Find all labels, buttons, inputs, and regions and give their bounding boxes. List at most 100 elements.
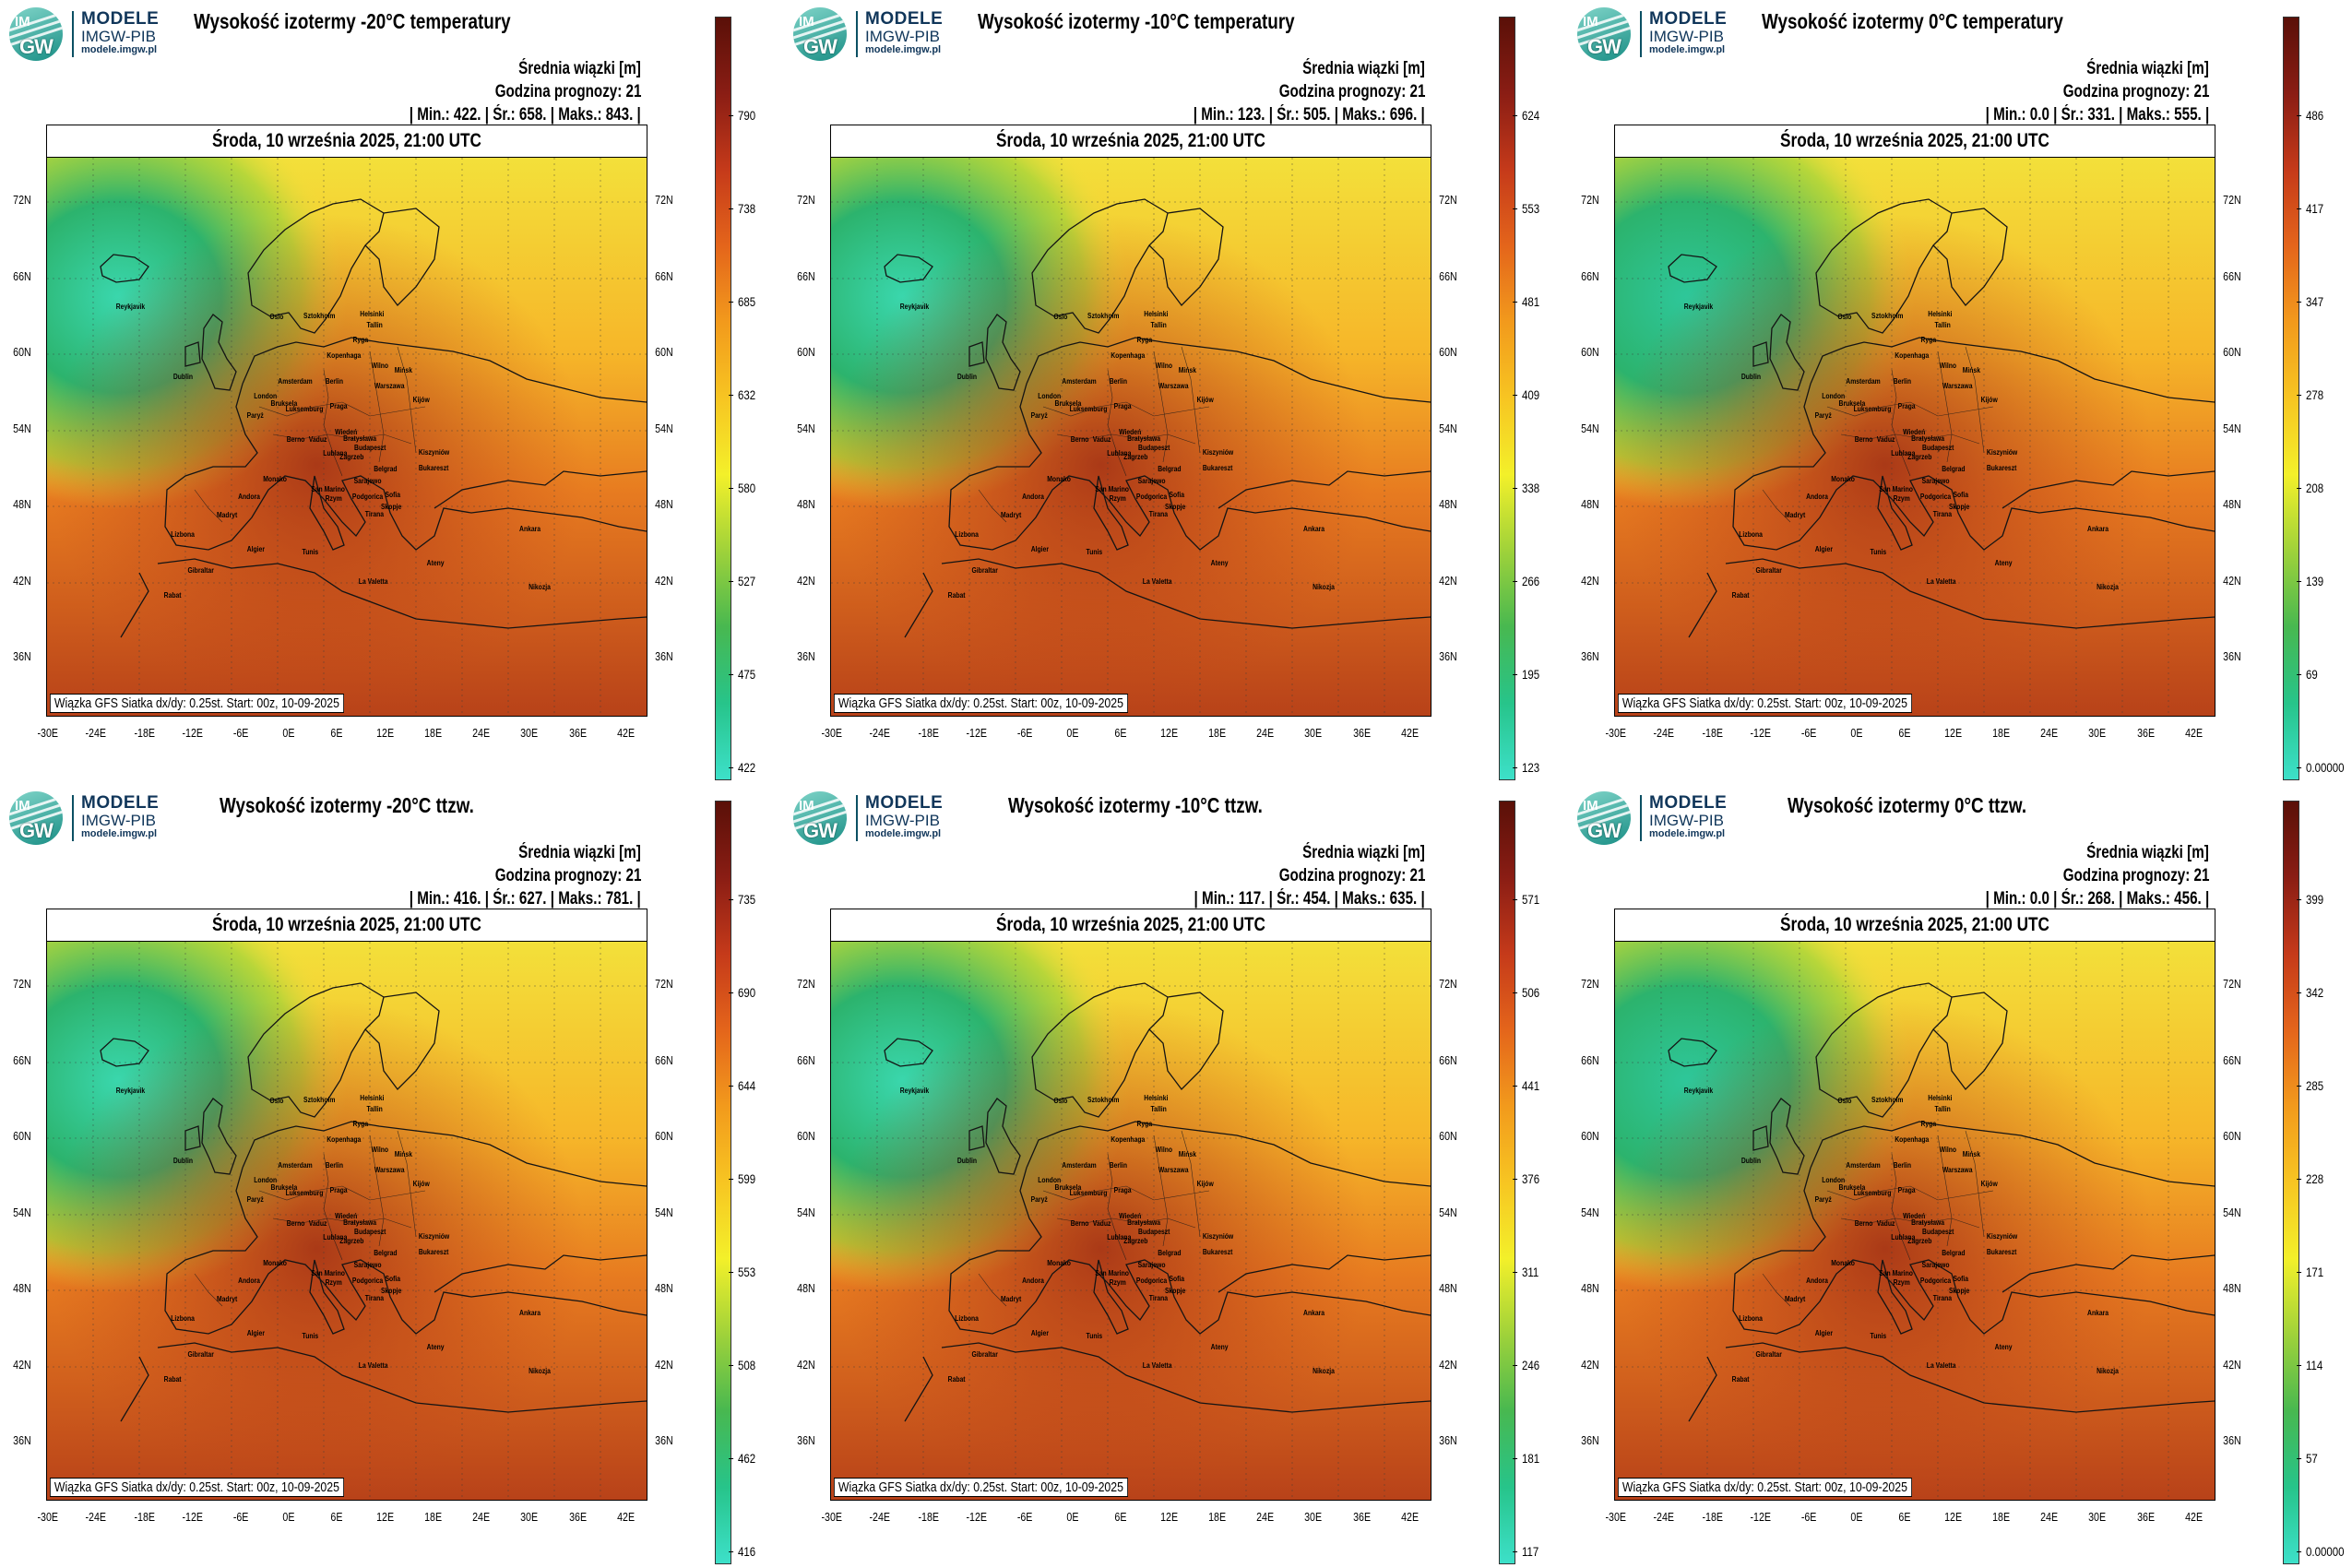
lat-label-right: 42N [2223,573,2241,588]
stats-line: | Min.: 0.0 | Śr.: 331. | Maks.: 555. | [1985,105,2209,125]
mean-label: Średnia wiązki [m] [2086,843,2209,862]
city-label: Skopje [1164,1287,1186,1295]
lon-label: 24E [1256,726,1275,740]
lat-label-right: 60N [2223,345,2241,359]
imgw-badge-icon: IM GW [1577,7,1631,61]
city-label: Lublana [1891,1233,1916,1241]
city-label: Helsinki [1928,310,1953,318]
colorbar-tick: 347 [2297,294,2324,309]
panel-title: Wysokość izotermy -20°C temperatury [194,9,511,33]
imgw-logo: IM GW MODELE IMGW-PIB modele.imgw.pl [9,7,212,63]
lon-label: -12E [966,726,987,740]
imgw-logo: IM GW MODELE IMGW-PIB modele.imgw.pl [793,791,996,847]
colorbar-tick: 506 [1513,985,1540,1000]
city-label: Reykjavik [1683,1087,1714,1095]
lon-label: 18E [1992,1510,2011,1524]
city-label: Helsinki [360,1094,385,1102]
lon-label: -24E [869,1510,891,1524]
city-label: Ryga [1920,1120,1937,1128]
logo-text-imgw: IMGW-PIB [1649,812,1724,829]
lon-label: 24E [472,726,491,740]
city-label: Tirana [1148,510,1169,518]
map-europe: Reykjavik Oslo Sztokholm Helsinki Tallin Ryga… [831,942,1431,1500]
city-label: Bukareszt [1202,464,1233,472]
forecast-panel: IM GW MODELE IMGW-PIB modele.imgw.pl Wys… [0,784,784,1568]
city-label: Andora [1022,1277,1044,1285]
lat-label-right: 54N [655,421,673,435]
city-label: Amsterdam [1846,1161,1881,1170]
logo-text-imgw: IMGW-PIB [865,28,940,45]
city-label: Budapeszt [354,1228,386,1236]
city-label: Kopenhaga [327,1135,362,1144]
city-label: Praga [1897,402,1916,410]
city-label: Vaduz [308,1219,327,1228]
city-label: Tirana [1932,510,1953,518]
logo-url: modele.imgw.pl [865,44,942,55]
city-label: Ateny [426,1343,445,1351]
city-label: Kiszyniów [418,448,450,457]
city-label: Andora [1806,493,1828,501]
colorbar-tick: 278 [2297,387,2324,402]
city-label: Kijów [1196,396,1214,404]
lon-label: 42E [616,1510,635,1524]
city-label: Vaduz [1876,435,1895,444]
city-label: Sofia [1953,491,1969,499]
city-label: Kopenhaga [1111,1135,1146,1144]
city-label: San Marino [1095,1269,1129,1277]
lon-label: 6E [1898,726,1911,740]
city-label: Podgorica [1919,493,1952,501]
colorbar-tick: 462 [729,1451,756,1466]
date-bar: Środa, 10 września 2025, 21:00 UTC [1615,909,2215,942]
city-label: Ateny [1994,1343,2013,1351]
city-label: Sztokholm [303,312,336,320]
model-footer: Wiązka GFS Siatka dx/dy: 0.25st. Start: … [50,1478,344,1497]
city-label: Lizbona [171,1314,195,1323]
city-label: Dublin [1740,1157,1762,1165]
colorbar-tick: 416 [729,1544,756,1559]
lon-label: 18E [1992,726,2011,740]
logo-url: modele.imgw.pl [81,828,158,839]
city-label: Monako [263,1259,287,1267]
city-label: Rzym [1893,494,1910,503]
city-label: San Marino [311,485,345,493]
colorbar-tick: 644 [729,1078,756,1093]
city-label: Wiedeń [1119,428,1142,436]
city-label: Bratysława [1911,1218,1945,1227]
city-label: Sarajewo [1921,1261,1950,1269]
colorbar-tick: 139 [2297,574,2324,588]
colorbar-tick: 0.00000 [2297,760,2345,775]
lat-label-right: 54N [2223,421,2241,435]
city-label: Rabat [163,591,182,600]
city-label: Algier [1814,545,1833,553]
imgw-badge-icon: IM GW [793,7,847,61]
lat-label-left: 48N [13,1281,31,1295]
imgw-logo: IM GW MODELE IMGW-PIB modele.imgw.pl [1577,7,1780,63]
city-label: Monako [1831,1259,1855,1267]
city-label: London [1038,392,1062,400]
city-label: Paryż [1030,1195,1048,1204]
lat-label-right: 48N [1439,497,1457,511]
lat-label-right: 36N [655,649,673,663]
colorbar-tick: 738 [729,201,756,216]
city-label: Wilno [371,1146,389,1154]
city-label: London [1822,1176,1846,1184]
city-label: Sofia [385,491,401,499]
city-label: Rabat [1731,1375,1750,1384]
mean-label: Średnia wiązki [m] [1302,843,1425,862]
lat-label-left: 66N [797,268,815,283]
city-label: Nikozja [1313,583,1335,591]
colorbar-tick: 735 [729,892,756,907]
lon-label: 30E [2088,726,2107,740]
city-label: Sztokholm [1871,312,1904,320]
city-label: San Marino [1879,1269,1913,1277]
city-label: Andora [238,1277,260,1285]
colorbar [715,17,731,780]
city-label: Reykjavik [115,303,146,311]
lon-label: 0E [1850,1510,1863,1524]
date-bar: Środa, 10 września 2025, 21:00 UTC [831,125,1431,158]
colorbar-tick: 417 [2297,201,2324,216]
lon-label: -24E [1653,1510,1675,1524]
lat-label-left: 72N [13,193,31,207]
lon-label: -12E [1750,726,1771,740]
city-label: Ankara [2087,1309,2109,1317]
